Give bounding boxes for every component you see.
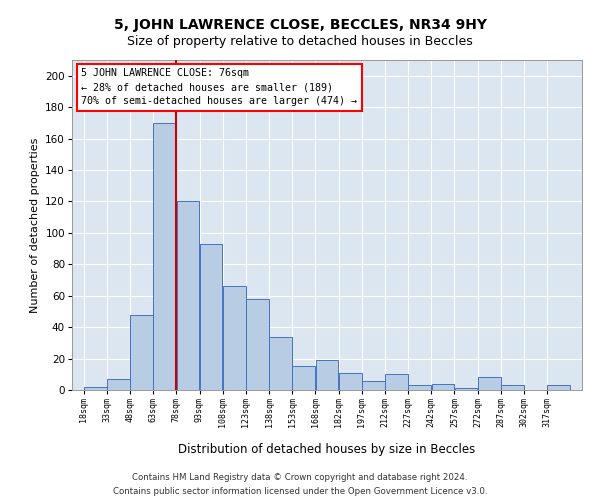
Bar bbox=[154, 123, 176, 390]
Bar bbox=[292, 366, 315, 390]
Text: 5 JOHN LAWRENCE CLOSE: 76sqm
← 28% of detached houses are smaller (189)
70% of s: 5 JOHN LAWRENCE CLOSE: 76sqm ← 28% of de… bbox=[81, 68, 357, 106]
Y-axis label: Number of detached properties: Number of detached properties bbox=[30, 138, 40, 312]
Bar bbox=[431, 384, 454, 390]
Bar bbox=[130, 314, 153, 390]
Bar bbox=[223, 286, 245, 390]
Bar bbox=[200, 244, 223, 390]
Bar bbox=[316, 360, 338, 390]
Bar bbox=[339, 372, 362, 390]
Text: Size of property relative to detached houses in Beccles: Size of property relative to detached ho… bbox=[127, 35, 473, 48]
Bar bbox=[409, 386, 431, 390]
Bar bbox=[362, 380, 385, 390]
Bar bbox=[478, 378, 500, 390]
Text: Distribution of detached houses by size in Beccles: Distribution of detached houses by size … bbox=[178, 442, 476, 456]
Text: Contains public sector information licensed under the Open Government Licence v3: Contains public sector information licen… bbox=[113, 488, 487, 496]
Text: 5, JOHN LAWRENCE CLOSE, BECCLES, NR34 9HY: 5, JOHN LAWRENCE CLOSE, BECCLES, NR34 9H… bbox=[113, 18, 487, 32]
Text: Contains HM Land Registry data © Crown copyright and database right 2024.: Contains HM Land Registry data © Crown c… bbox=[132, 472, 468, 482]
Bar bbox=[385, 374, 408, 390]
Bar bbox=[246, 299, 269, 390]
Bar bbox=[176, 202, 199, 390]
Bar bbox=[84, 387, 107, 390]
Bar bbox=[107, 379, 130, 390]
Bar bbox=[501, 386, 524, 390]
Bar bbox=[269, 336, 292, 390]
Bar bbox=[455, 388, 478, 390]
Bar bbox=[547, 386, 570, 390]
